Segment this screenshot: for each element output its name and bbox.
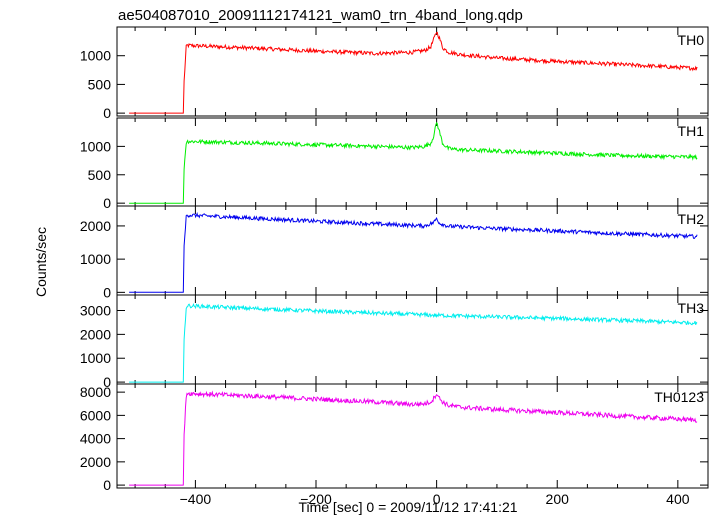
series-line-th3 — [129, 302, 698, 383]
y-tick-label: 2000 — [80, 326, 111, 342]
chart-title: ae504087010_20091112174121_wam0_trn_4ban… — [118, 7, 523, 24]
panel-th2: 0 1000 2000 TH2 — [80, 205, 709, 300]
series-label: TH1 — [678, 123, 705, 139]
x-tick-label: 0 — [433, 491, 441, 507]
x-tick-label: 200 — [546, 491, 570, 507]
y-tick-label: 0 — [103, 195, 111, 211]
series-line-th2 — [129, 211, 698, 293]
y-tick-label: 1000 — [80, 138, 111, 154]
series-line-th0 — [129, 31, 698, 114]
y-tick-label: 2000 — [80, 218, 111, 234]
panel-th0123: 0 2000 4000 6000 8000 TH0123 — [80, 383, 709, 493]
y-tick-label: 8000 — [80, 384, 111, 400]
series-line-th0123 — [129, 390, 698, 486]
series-label: TH0123 — [654, 389, 704, 405]
series-label: TH2 — [678, 211, 705, 227]
panel-frame — [116, 26, 709, 117]
series-line-th1 — [129, 121, 698, 204]
y-tick-label: 500 — [88, 76, 112, 92]
y-tick-label: 1000 — [80, 251, 111, 267]
x-tick-label: 400 — [666, 491, 690, 507]
panel-th3: 0 1000 2000 3000 TH3 — [80, 294, 709, 390]
y-tick-label: 500 — [88, 167, 112, 183]
panel-frame — [116, 117, 709, 207]
y-tick-label: 0 — [103, 284, 111, 300]
series-label: TH0 — [678, 32, 705, 48]
panel-th0: 0 500 1000 TH0 — [80, 26, 709, 121]
y-tick-label: 4000 — [80, 431, 111, 447]
y-tick-label: 1000 — [80, 48, 111, 64]
y-tick-label: 3000 — [80, 303, 111, 319]
panel-frame — [116, 383, 709, 489]
x-tick-label: −400 — [180, 491, 212, 507]
y-tick-label: 1000 — [80, 350, 111, 366]
y-tick-label: 0 — [103, 105, 111, 121]
x-tick-label: −200 — [300, 491, 332, 507]
x-axis-label: Time [sec] 0 = 2009/11/12 17:41:21 — [298, 499, 517, 515]
panel-frame — [116, 205, 709, 296]
y-tick-label: 0 — [103, 477, 111, 493]
y-tick-label: 6000 — [80, 407, 111, 423]
series-label: TH3 — [678, 300, 705, 316]
panel-frame — [116, 294, 709, 385]
y-tick-label: 0 — [103, 374, 111, 390]
y-tick-label: 2000 — [80, 454, 111, 470]
y-axis-label: Counts/sec — [33, 227, 49, 297]
panel-th1: 0 500 1000 TH1 — [80, 117, 709, 211]
